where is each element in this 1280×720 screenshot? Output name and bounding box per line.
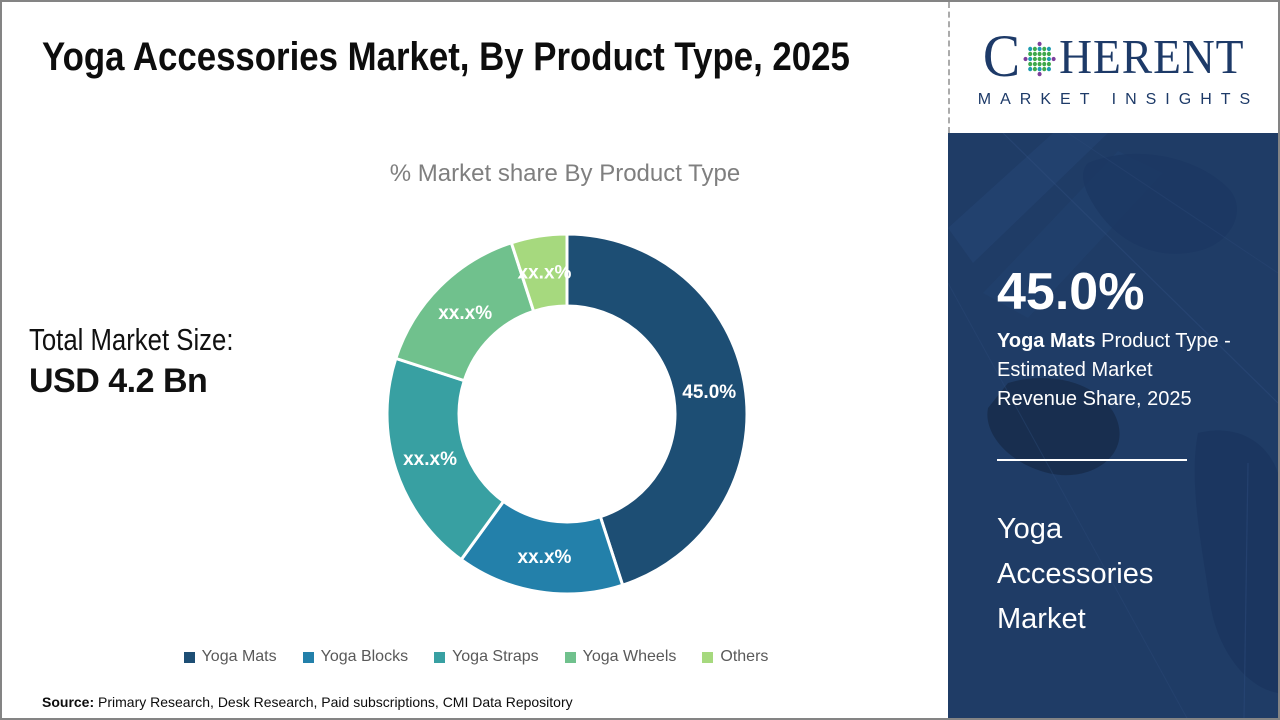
donut-slice-yoga-straps: [385, 356, 506, 562]
highlight-stat-description: Yoga Mats Product Type - Estimated Marke…: [997, 327, 1250, 414]
source-note: Source: Primary Research, Desk Research,…: [42, 694, 573, 710]
donut-slice-label: xx.x%: [438, 303, 492, 324]
legend-label: Yoga Wheels: [582, 648, 677, 665]
donut-slice-label: 45.0%: [682, 382, 736, 403]
stat-desc-bold: Yoga Mats: [997, 330, 1096, 352]
logo-letters-rest: HERENT: [1059, 28, 1245, 84]
legend-item-others: Others: [702, 648, 768, 666]
legend-swatch: [564, 651, 576, 663]
source-text: Primary Research, Desk Research, Paid su…: [94, 694, 573, 710]
legend-label: Yoga Mats: [201, 648, 277, 665]
market-name: Yoga Accessories Market: [997, 513, 1154, 635]
legend-item-yoga-wheels: Yoga Wheels: [564, 648, 677, 666]
legend-swatch: [434, 651, 446, 663]
stat-desc-line2: Estimated Market: [997, 359, 1153, 381]
legend-swatch: [702, 651, 714, 663]
brand-logo: C HERENT MARKET INSIGHTS: [948, 2, 1278, 133]
stat-desc-line3: Revenue Share, 2025: [997, 388, 1192, 410]
page-title: Yoga Accessories Market, By Product Type…: [42, 35, 850, 79]
legend-item-yoga-straps: Yoga Straps: [434, 648, 539, 666]
sidebar-divider: [997, 459, 1187, 461]
donut-slice-label: xx.x%: [403, 449, 457, 470]
donut-slice-label: xx.x%: [518, 262, 572, 283]
legend-swatch: [183, 651, 195, 663]
logo-subtitle: MARKET INSIGHTS: [977, 91, 1260, 108]
sidebar: 45.0% Yoga Mats Product Type - Estimated…: [948, 133, 1278, 718]
legend-label: Others: [720, 648, 769, 665]
legend-label: Yoga Blocks: [320, 648, 409, 665]
donut-chart: 45.0% xx.x% xx.x% xx.x% xx.x%: [385, 232, 749, 596]
logo-globe-icon: [1023, 41, 1057, 77]
total-market-size-value: USD 4.2 Bn: [29, 362, 208, 400]
total-market-size-label: Total Market Size:: [29, 322, 234, 357]
donut-slice-label: xx.x%: [518, 547, 572, 568]
legend-item-yoga-mats: Yoga Mats: [183, 648, 277, 666]
stat-desc-line1: Product Type -: [1095, 330, 1231, 352]
donut-slice-yoga-mats: [565, 232, 749, 588]
logo-letter-c: C: [983, 23, 1021, 89]
source-label: Source:: [42, 694, 95, 710]
legend-label: Yoga Straps: [452, 648, 539, 665]
legend-item-yoga-blocks: Yoga Blocks: [302, 648, 409, 666]
total-market-size-block: Total Market Size: USD 4.2 Bn: [29, 322, 275, 401]
sidebar-content: 45.0% Yoga Mats Product Type - Estimated…: [948, 133, 1278, 642]
chart-title: % Market share By Product Type: [389, 160, 741, 187]
chart-legend: Yoga Mats Yoga Blocks Yoga Straps Yoga Whee…: [2, 648, 950, 666]
highlight-stat-value: 45.0%: [997, 263, 1145, 321]
legend-swatch: [302, 651, 314, 663]
logo-wordmark: C HERENT: [983, 26, 1245, 86]
donut-slice-others: [509, 232, 569, 314]
world-map-texture: [948, 133, 1278, 718]
